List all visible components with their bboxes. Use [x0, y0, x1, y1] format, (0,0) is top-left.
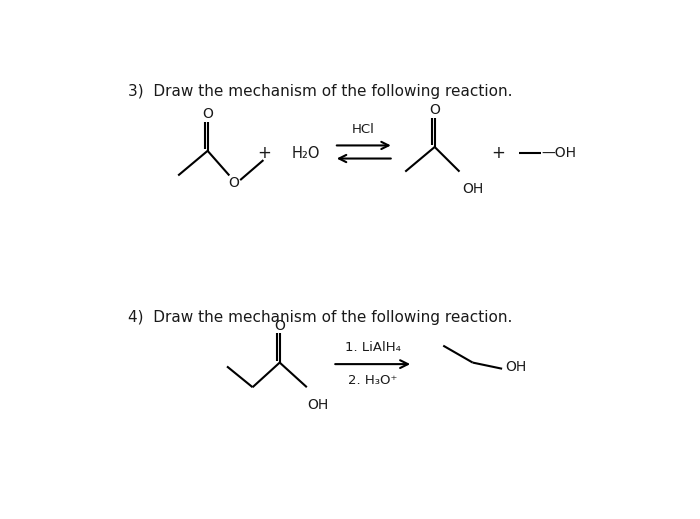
- Text: 4)  Draw the mechanism of the following reaction.: 4) Draw the mechanism of the following r…: [128, 310, 512, 325]
- Text: O: O: [429, 103, 440, 117]
- Text: OH: OH: [505, 360, 526, 374]
- Text: O: O: [274, 319, 285, 333]
- Text: +: +: [491, 144, 505, 162]
- Text: 3)  Draw the mechanism of the following reaction.: 3) Draw the mechanism of the following r…: [128, 84, 512, 99]
- Text: OH: OH: [463, 182, 484, 196]
- Text: +: +: [258, 144, 271, 162]
- Text: OH: OH: [307, 398, 329, 412]
- Text: 2. H₃O⁺: 2. H₃O⁺: [348, 374, 398, 387]
- Text: 1. LiAlH₄: 1. LiAlH₄: [345, 341, 400, 354]
- Text: O: O: [202, 107, 213, 121]
- Text: —OH: —OH: [541, 146, 576, 160]
- Text: H₂O: H₂O: [291, 146, 320, 161]
- Text: HCl: HCl: [352, 123, 375, 136]
- Text: O: O: [228, 176, 239, 190]
